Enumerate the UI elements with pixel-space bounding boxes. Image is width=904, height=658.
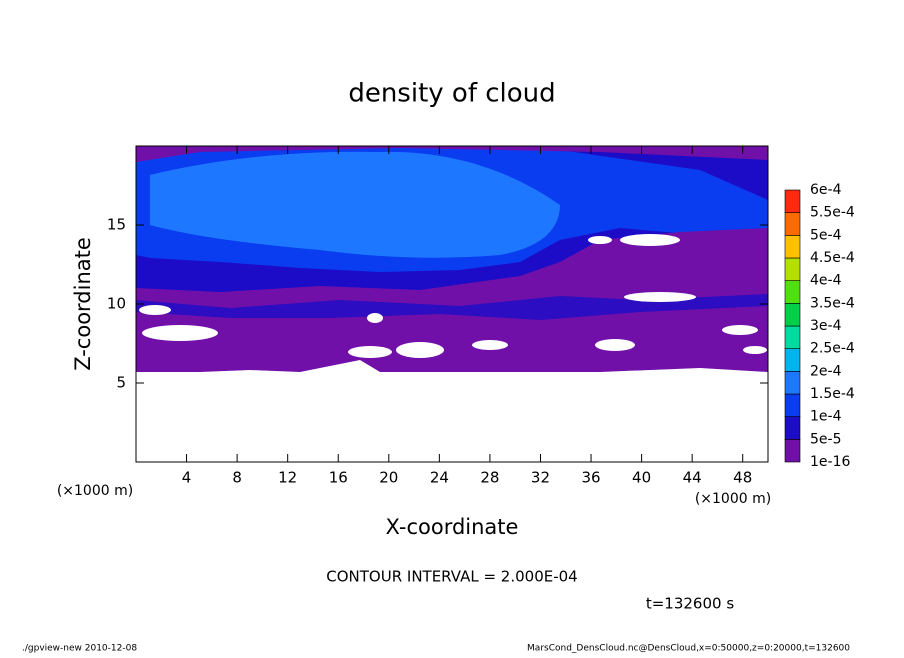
chart-title: density of cloud <box>348 79 555 109</box>
colorbar-label: 4e-4 <box>810 273 842 289</box>
field-region <box>136 294 768 320</box>
time-label: t=132600 s <box>646 595 734 613</box>
x-tick-label: 4 <box>182 469 192 487</box>
footer-right: MarsCond_DensCloud.nc@DensCloud,x=0:5000… <box>527 644 850 654</box>
colorbar-box <box>784 325 801 349</box>
y-tick-label: 15 <box>107 216 126 234</box>
x-tick-label: 44 <box>683 469 702 487</box>
colorbar-label: 3.5e-4 <box>810 295 855 311</box>
x-tick-label: 36 <box>581 469 600 487</box>
x-tick-label: 32 <box>531 469 550 487</box>
y-tick-label: 5 <box>116 374 126 392</box>
y-tick-label: 10 <box>107 295 126 313</box>
colorbar-label: 4.5e-4 <box>810 250 855 266</box>
x-unit: (×1000 m) <box>695 491 771 507</box>
colorbar-label: 1e-4 <box>810 409 842 425</box>
field-region <box>136 228 768 372</box>
colorbar-box <box>784 371 801 395</box>
contour-field <box>136 146 768 372</box>
colorbar-box <box>784 212 801 236</box>
footer-left: ./gpview-new 2010-12-08 <box>22 644 137 654</box>
x-axis-label: X-coordinate <box>386 515 519 539</box>
colorbar-label: 1.5e-4 <box>810 386 855 402</box>
x-tick-label: 20 <box>379 469 398 487</box>
contour-interval: CONTOUR INTERVAL = 2.000E-04 <box>326 568 577 586</box>
y-axis-label: Z-coordinate <box>71 237 95 371</box>
colorbar-box <box>784 257 801 281</box>
x-tick-label: 28 <box>480 469 499 487</box>
colorbar-box <box>784 348 801 372</box>
colorbar-box <box>784 280 801 304</box>
colorbar-label: 3e-4 <box>810 318 842 334</box>
colorbar-label: 2e-4 <box>810 363 842 379</box>
colorbar-label: 2.5e-4 <box>810 341 855 357</box>
x-tick-label: 12 <box>278 469 297 487</box>
colorbar-label: 5.5e-4 <box>810 205 855 221</box>
y-unit: (×1000 m) <box>57 483 133 499</box>
x-tick-label: 24 <box>430 469 449 487</box>
field-region <box>136 146 768 162</box>
colorbar-box <box>784 393 801 417</box>
colorbar-label: 6e-4 <box>810 182 842 198</box>
colorbar-box <box>784 439 801 463</box>
colorbar-label: 5e-5 <box>810 431 841 447</box>
x-tick-label: 40 <box>632 469 651 487</box>
field-region <box>150 151 560 258</box>
colorbar-box <box>784 416 801 440</box>
x-tick-label: 48 <box>733 469 752 487</box>
colorbar-box <box>784 235 801 259</box>
colorbar-box <box>784 189 801 213</box>
clear-areas <box>139 234 767 358</box>
x-tick-label: 16 <box>329 469 348 487</box>
colorbar-box <box>784 303 801 327</box>
x-tick-label: 8 <box>232 469 242 487</box>
colorbar-label: 1e-16 <box>810 454 850 470</box>
colorbar-label: 5e-4 <box>810 227 842 243</box>
